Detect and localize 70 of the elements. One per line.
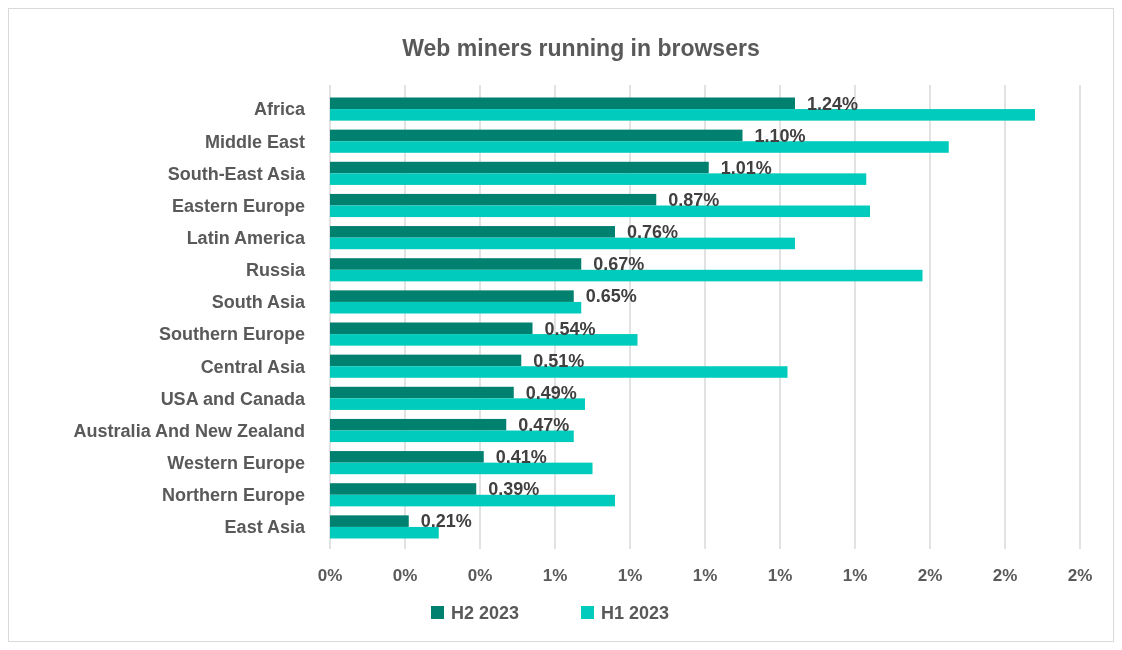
bar	[330, 451, 484, 463]
legend-label: H2 2023	[451, 603, 520, 624]
y-tick-label: Australia And New Zealand	[73, 420, 305, 441]
data-label: 0.41%	[495, 447, 547, 468]
x-tick-label: 0%	[392, 566, 418, 585]
bar	[330, 258, 582, 270]
data-label: 0.67%	[593, 254, 645, 275]
data-label: 1.01%	[720, 157, 772, 178]
bar	[330, 290, 574, 302]
bar	[330, 418, 507, 431]
x-tick-label: 1%	[842, 566, 868, 585]
y-tick-label: Eastern Europe	[171, 195, 305, 216]
data-label: 1.24%	[807, 93, 859, 114]
x-tick-label: 1%	[692, 566, 718, 585]
data-label: 0.76%	[627, 222, 679, 243]
data-label: 0.49%	[525, 382, 577, 403]
bar	[330, 515, 409, 527]
y-tick-label: East Asia	[224, 517, 306, 538]
bar	[330, 269, 923, 282]
bar	[330, 205, 870, 218]
x-tick-label: 2%	[917, 566, 943, 585]
bar	[330, 386, 514, 399]
y-tick-label: USA and Canada	[160, 388, 306, 409]
chart-title: Web miners running in browsers	[402, 35, 760, 61]
y-tick-label: Western Europe	[167, 452, 305, 473]
data-label: 0.21%	[420, 511, 472, 532]
bar	[330, 366, 788, 378]
bar	[330, 494, 615, 507]
x-tick-label: 0%	[317, 566, 343, 585]
x-tick-label: 1%	[767, 566, 793, 585]
data-label: 1.10%	[754, 125, 806, 146]
bar	[330, 129, 743, 142]
bar	[330, 301, 582, 314]
bar	[330, 109, 1035, 121]
bar	[330, 193, 657, 206]
y-tick-label: Latin America	[186, 227, 306, 248]
data-label: 0.51%	[533, 350, 585, 371]
data-label: 0.65%	[585, 286, 637, 307]
y-tick-label: Middle East	[204, 131, 305, 152]
bar	[330, 398, 585, 410]
x-tick-label: 0%	[467, 566, 493, 585]
x-tick-label: 2%	[1067, 566, 1093, 585]
bar	[330, 430, 574, 443]
x-tick-label: 1%	[542, 566, 568, 585]
bar	[330, 354, 522, 367]
bar	[330, 334, 638, 346]
y-tick-label: Northern Europe	[161, 485, 305, 506]
bar	[330, 173, 867, 185]
bar	[330, 226, 615, 238]
bar	[330, 526, 439, 539]
y-tick-label: Africa	[253, 99, 306, 120]
data-label: 0.39%	[488, 479, 540, 500]
data-label: 0.54%	[544, 318, 596, 339]
y-tick-label: South-East Asia	[167, 163, 306, 184]
bar	[330, 141, 949, 153]
bar	[330, 237, 795, 250]
data-label: 0.87%	[668, 190, 720, 211]
bar	[330, 462, 593, 475]
bar	[330, 322, 533, 335]
bar	[330, 161, 709, 174]
x-tick-label: 2%	[992, 566, 1018, 585]
data-label: 0.47%	[518, 415, 570, 436]
bar	[330, 97, 795, 110]
bar	[330, 483, 477, 495]
y-tick-label: South Asia	[211, 292, 306, 313]
x-tick-label: 1%	[617, 566, 643, 585]
y-tick-label: Central Asia	[200, 356, 306, 377]
y-tick-label: Southern Europe	[158, 324, 305, 345]
legend-label: H1 2023	[601, 603, 670, 624]
y-tick-label: Russia	[245, 260, 306, 281]
